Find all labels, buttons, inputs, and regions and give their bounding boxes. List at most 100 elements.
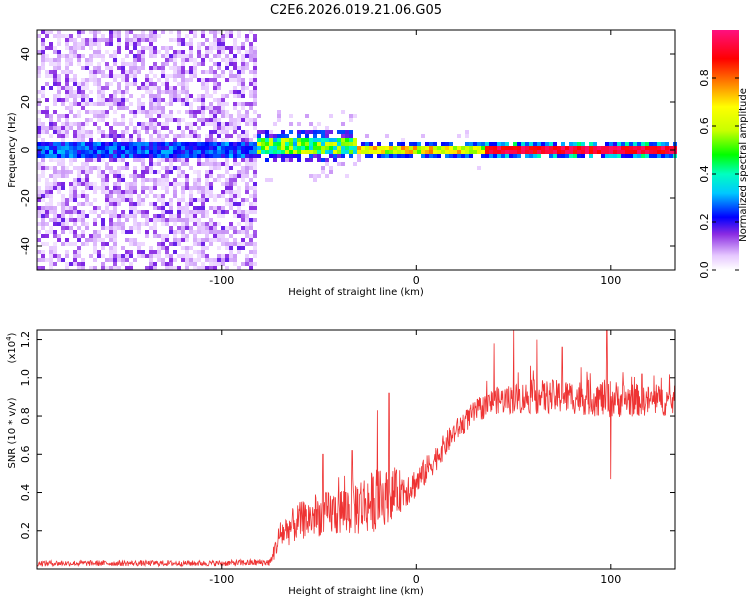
spectrogram-cell: [61, 102, 65, 106]
spectrogram-cell: [469, 146, 473, 150]
spectrogram-cell: [341, 142, 345, 146]
spectrogram-cell: [53, 58, 57, 62]
spectrogram-cell: [141, 158, 145, 162]
spectrogram-cell: [145, 126, 149, 130]
spectrogram-cell: [77, 62, 81, 66]
spectrogram-cell: [313, 174, 317, 178]
spectrogram-cell: [321, 134, 325, 138]
spectrogram-cell: [89, 74, 93, 78]
spectrogram-cell: [49, 190, 53, 194]
spectrogram-cell: [649, 150, 653, 154]
spectrogram-cell: [97, 206, 101, 210]
spectrogram-cell: [581, 146, 585, 150]
spectrogram-cell: [141, 66, 145, 70]
spectrogram-cell: [121, 74, 125, 78]
spectrogram-cell: [661, 146, 665, 150]
spectrogram-cell: [253, 86, 257, 90]
spectrogram-cell: [81, 162, 85, 166]
spectrogram-cell: [289, 114, 293, 118]
spectrogram-cell: [97, 114, 101, 118]
spectrogram-cell: [61, 182, 65, 186]
spectrogram-cell: [73, 74, 77, 78]
spectrogram-cell: [69, 34, 73, 38]
snr-y-multiplier-close: ): [7, 332, 18, 336]
spectrogram-cell: [113, 142, 117, 146]
spectrogram-cell: [473, 146, 477, 150]
spectrogram-cell: [49, 142, 53, 146]
spectrogram-cell: [141, 62, 145, 66]
spectrogram-cell: [181, 190, 185, 194]
spectrogram-cell: [253, 158, 257, 162]
spectrogram-cell: [265, 130, 269, 134]
spectrogram-cell: [253, 82, 257, 86]
spectrogram-cell: [105, 198, 109, 202]
spectrogram-cell: [369, 146, 373, 150]
spectrogram-cell: [61, 70, 65, 74]
spectrogram-cell: [317, 158, 321, 162]
spectrogram-cell: [133, 130, 137, 134]
spectrogram-cell: [153, 178, 157, 182]
spectrogram-cell: [121, 254, 125, 258]
spectrogram-cell: [253, 34, 257, 38]
spectrogram-cell: [249, 206, 253, 210]
spectrogram-cell: [149, 54, 153, 58]
spectrogram-cell: [173, 74, 177, 78]
spectrogram-cell: [117, 178, 121, 182]
colorbar-label: Normalized spectral amplitude: [738, 88, 749, 242]
spectrogram-cell: [121, 90, 125, 94]
spectrogram-cell: [85, 178, 89, 182]
spectrogram-cell: [237, 110, 241, 114]
spectrogram-cell: [213, 162, 217, 166]
spectrogram-cell: [629, 154, 633, 158]
spectrogram-cell: [173, 90, 177, 94]
spectrogram-cell: [137, 110, 141, 114]
spectrogram-cell: [61, 206, 65, 210]
spectrogram-cell: [173, 182, 177, 186]
spectrogram-cell: [209, 218, 213, 222]
spectrogram-cell: [69, 126, 73, 130]
spectrogram-cell: [161, 154, 165, 158]
spectrogram-cell: [69, 190, 73, 194]
spectrogram-cell: [137, 198, 141, 202]
spectrogram-cell: [165, 170, 169, 174]
spectrogram-cell: [153, 34, 157, 38]
spectrogram-cell: [241, 262, 245, 266]
spectrogram-cell: [113, 234, 117, 238]
spectrogram-cell: [77, 122, 81, 126]
spectrogram-cell: [225, 162, 229, 166]
spectrogram-cell: [45, 74, 49, 78]
spectrogram-cell: [189, 226, 193, 230]
spectrogram-cell: [281, 158, 285, 162]
spectrogram-cell: [41, 162, 45, 166]
spectrogram-cell: [145, 266, 149, 270]
spectrogram-cell: [133, 258, 137, 262]
spectrogram-cell: [177, 30, 181, 34]
spectrogram-cell: [37, 150, 41, 154]
spectrogram-cell: [173, 142, 177, 146]
spectrogram-cell: [105, 210, 109, 214]
spectrogram-cell: [417, 142, 421, 146]
spectrogram-cell: [157, 258, 161, 262]
spectrogram-cell: [341, 150, 345, 154]
spectrogram-cell: [201, 150, 205, 154]
spectrogram-cell: [173, 186, 177, 190]
spectrogram-cell: [633, 142, 637, 146]
spectrogram-cell: [177, 202, 181, 206]
spectrogram-cell: [273, 158, 277, 162]
spectrogram-cell: [109, 218, 113, 222]
spectrogram-cell: [193, 142, 197, 146]
spectrogram-cell: [313, 146, 317, 150]
spectrogram-cell: [109, 158, 113, 162]
spectrogram-cell: [133, 226, 137, 230]
spectrogram-cell: [245, 254, 249, 258]
spectrogram-cell: [149, 114, 153, 118]
spectrogram-cell: [77, 142, 81, 146]
spectrogram-cell: [201, 206, 205, 210]
spectrogram-cell: [177, 254, 181, 258]
spectrogram-cell: [53, 182, 57, 186]
spectrogram-cell: [37, 34, 41, 38]
spectrogram-cell: [169, 254, 173, 258]
spectrogram-cell: [105, 242, 109, 246]
spectrogram-cell: [41, 206, 45, 210]
spectrogram-cell: [173, 38, 177, 42]
